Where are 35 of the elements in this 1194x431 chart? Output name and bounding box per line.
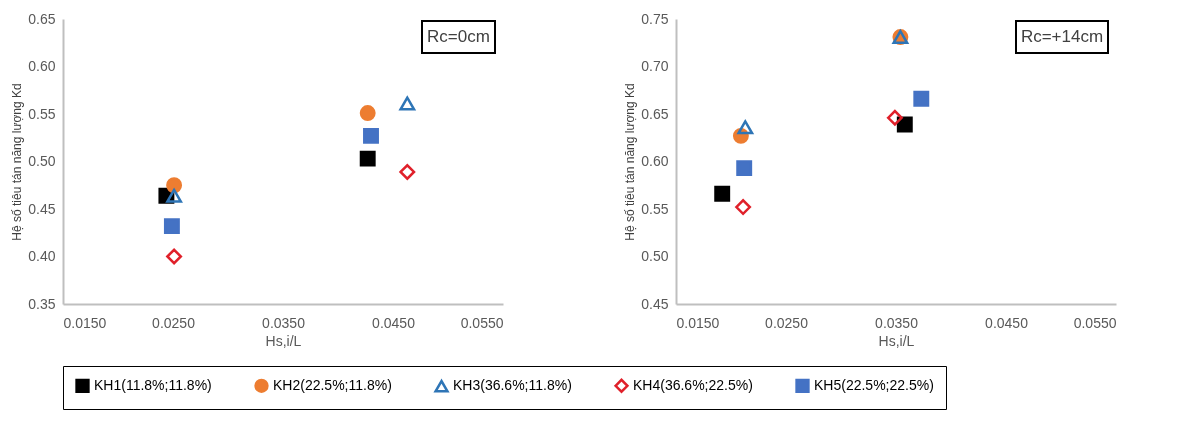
legend-label: KH1(11.8%;11.8%): [94, 376, 212, 393]
y-tick-label: 0.75: [641, 10, 669, 27]
y-tick-label: 0.40: [28, 248, 56, 264]
legend-label: KH2(22.5%;11.8%): [273, 376, 392, 393]
y-tick-label: 0.45: [641, 295, 669, 312]
legend-label: KH4(36.6%;22.5%): [633, 376, 753, 393]
y-tick-label: 0.55: [641, 200, 669, 217]
y-tick-label: 0.50: [641, 248, 669, 264]
x-tick-label: 0.0150: [63, 314, 107, 331]
y-tick-label: 0.70: [641, 58, 669, 74]
annotation: Rc=+14cm: [1020, 27, 1104, 46]
annotation: Rc=0cm: [427, 27, 490, 46]
y-tick-label: 0.55: [28, 105, 56, 122]
x-tick-label: 0.0450: [985, 314, 1029, 331]
x-tick-label: 0.0250: [765, 314, 809, 331]
x-tick-label: 0.0250: [152, 314, 196, 331]
x-axis-title: Hs,i/L: [265, 332, 302, 349]
x-tick-label: 0.0450: [372, 314, 416, 331]
y-tick-label: 0.35: [28, 295, 56, 312]
y-axis-title: Hệ số tiêu tán năng lượng Kd: [623, 83, 638, 241]
x-axis-title: Hs,i/L: [878, 332, 915, 349]
y-tick-label: 0.60: [641, 153, 669, 169]
legend-label: KH3(36.6%;11.8%): [453, 377, 572, 394]
y-tick-label: 0.45: [28, 200, 56, 217]
x-tick-label: 0.0150: [676, 314, 720, 331]
y-axis-title: Hệ số tiêu tán năng lượng Kd: [10, 83, 25, 241]
x-tick-label: 0.0550: [460, 314, 504, 331]
y-tick-label: 0.65: [28, 10, 56, 27]
y-tick-label: 0.60: [28, 58, 56, 74]
x-tick-label: 0.0550: [1073, 314, 1117, 331]
legend-label: KH5(22.5%;22.5%): [814, 376, 934, 393]
x-tick-label: 0.0350: [875, 314, 919, 331]
x-tick-label: 0.0350: [262, 314, 306, 331]
y-tick-label: 0.50: [28, 153, 56, 169]
y-tick-label: 0.65: [641, 105, 669, 122]
